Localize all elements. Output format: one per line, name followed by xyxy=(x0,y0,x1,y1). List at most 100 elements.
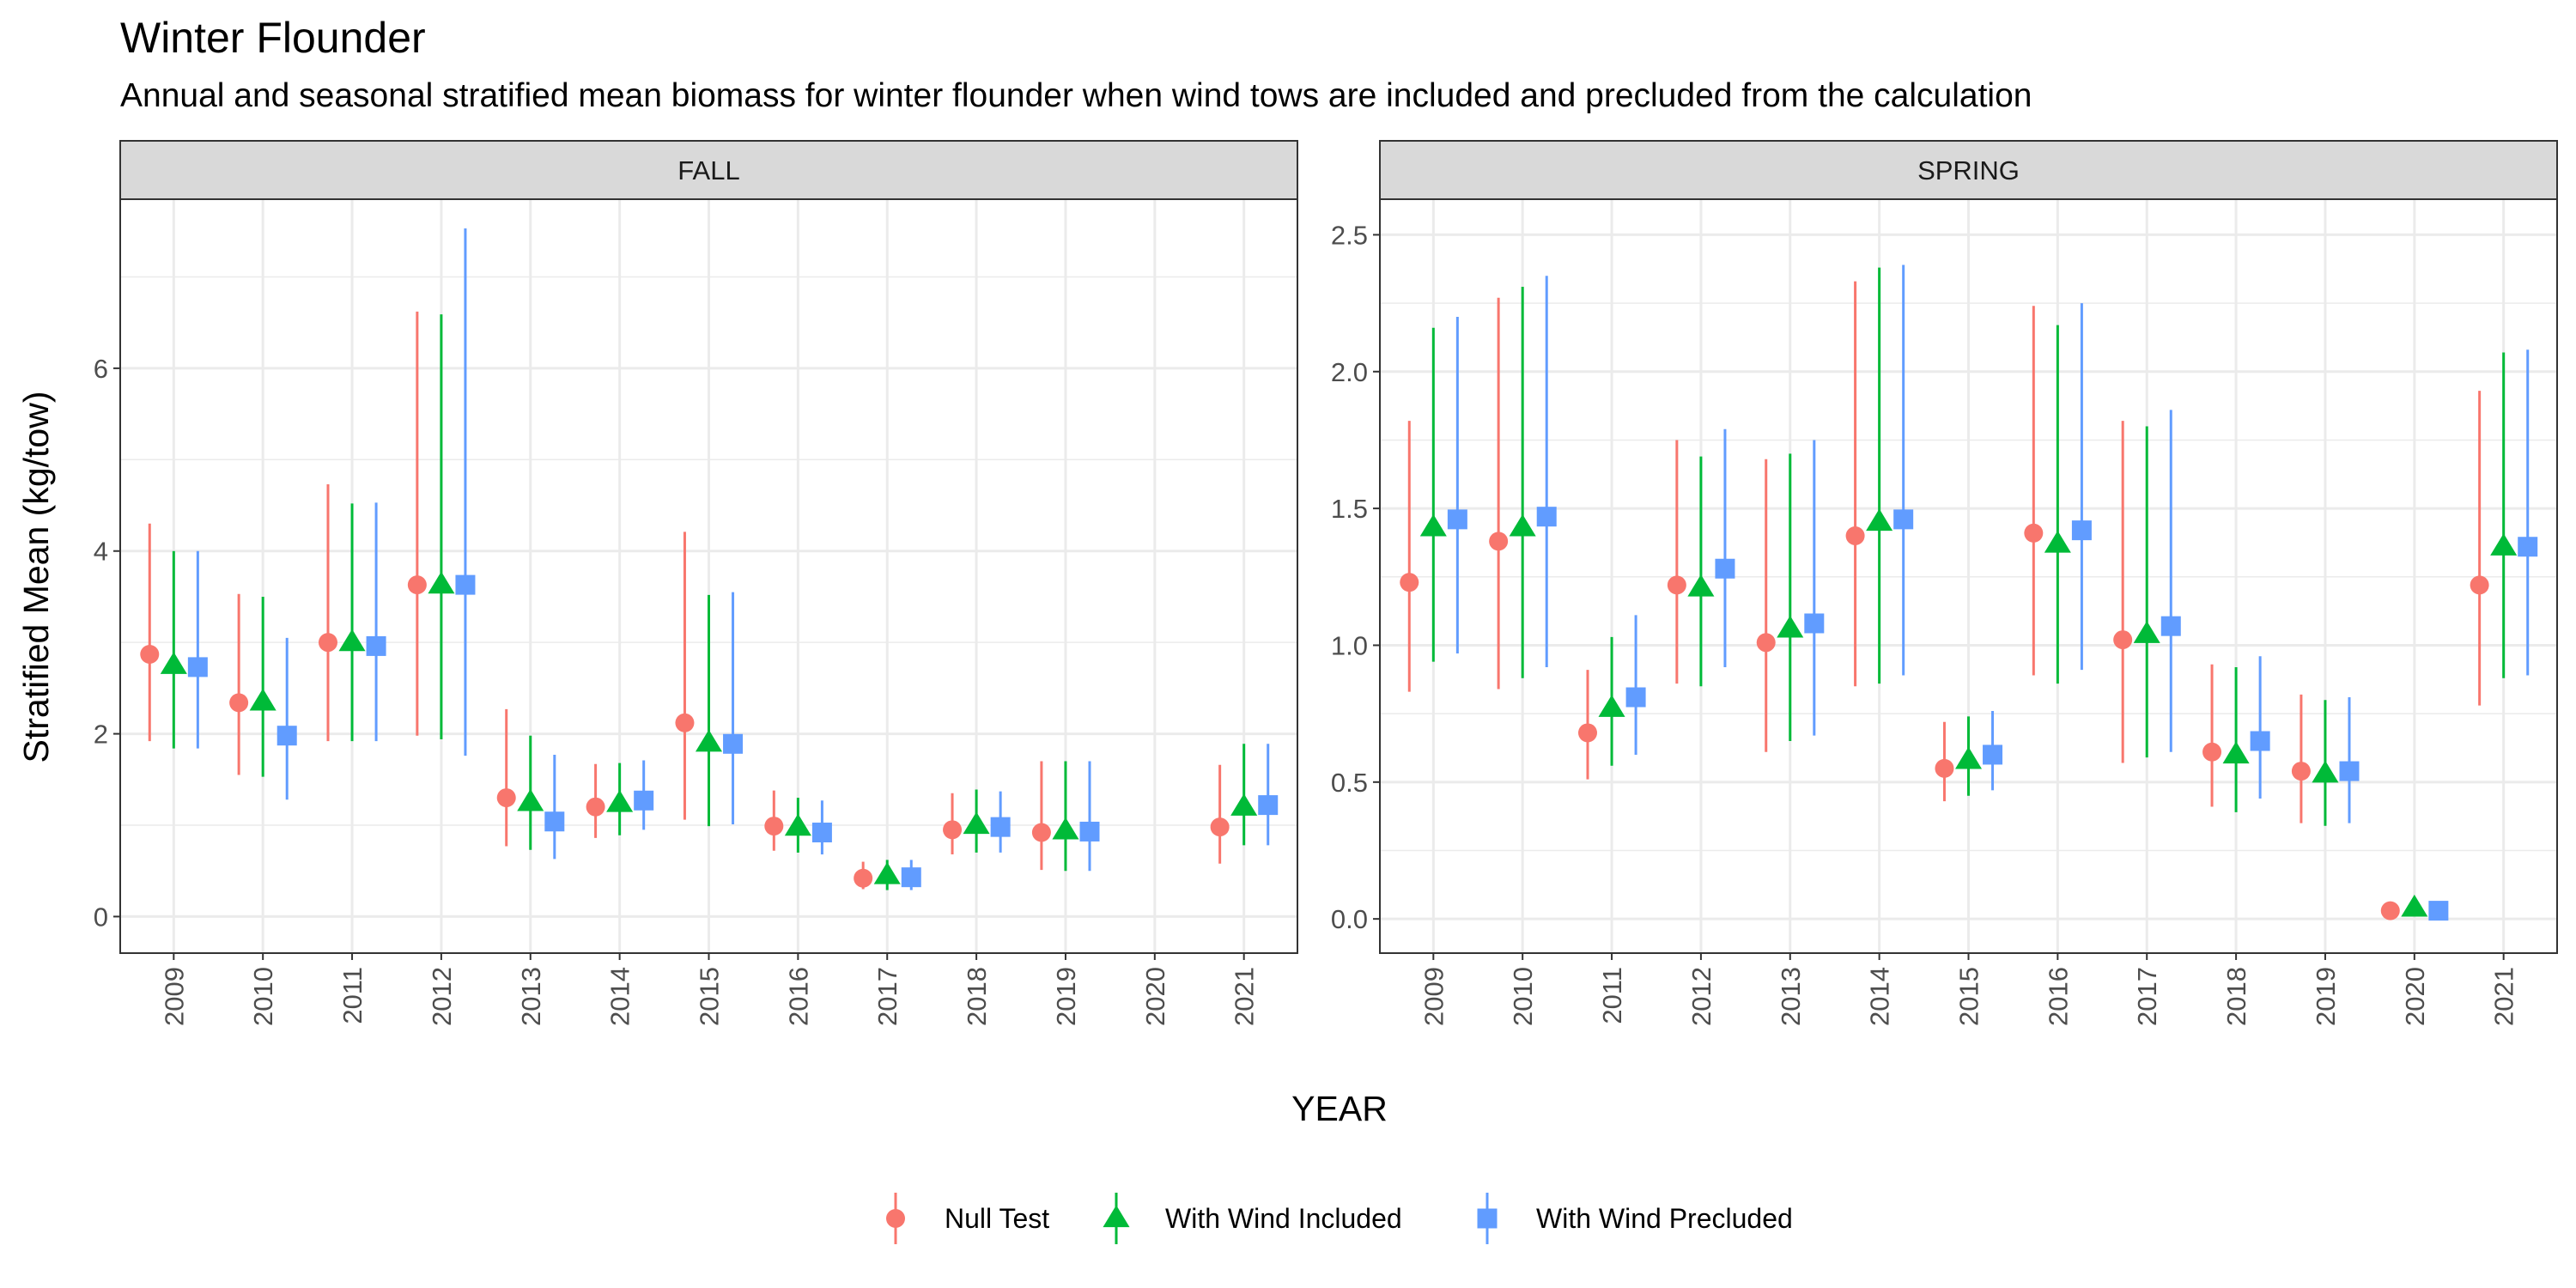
data-point xyxy=(943,820,963,840)
x-tick-label: 2009 xyxy=(1419,967,1449,1026)
data-point xyxy=(249,688,276,711)
facet-panels: FALL 0 2 4 6 2009 2010 2011 2012 2013 2014 2015 2016… xyxy=(94,140,2558,1026)
chart-subtitle: Annual and seasonal stratified mean biom… xyxy=(120,77,2032,114)
y-tick-label: 2 xyxy=(94,720,108,750)
data-point xyxy=(2250,731,2270,751)
facet-strip-label: SPRING xyxy=(1917,155,2020,185)
facet-strip xyxy=(119,140,1298,200)
data-point xyxy=(2312,760,2339,783)
x-tick-label: 2015 xyxy=(695,967,725,1026)
data-point xyxy=(901,867,921,888)
data-point xyxy=(990,817,1011,837)
legend: Null Test With Wind Included With Wind Pre… xyxy=(886,1193,1793,1244)
data-point xyxy=(428,571,455,594)
legend-item-with-wind-included: With Wind Included xyxy=(1103,1193,1402,1244)
y-tick-label: 1.5 xyxy=(1331,494,1368,524)
data-point xyxy=(276,726,297,746)
x-tick-label: 2020 xyxy=(1140,967,1170,1026)
x-tick-label: 2011 xyxy=(337,967,368,1024)
data-point xyxy=(1536,507,1557,527)
x-tick-label: 2013 xyxy=(1776,967,1806,1026)
series-markers-null-test xyxy=(140,575,1230,888)
data-point xyxy=(963,811,990,835)
data-point xyxy=(723,733,744,754)
x-tick-label: 2021 xyxy=(1230,967,1260,1026)
data-point xyxy=(1031,823,1051,842)
legend-item-with-wind-precluded: With Wind Precluded xyxy=(1477,1193,1793,1244)
x-axis-title: YEAR xyxy=(1291,1089,1388,1128)
data-point xyxy=(1400,573,1419,592)
y-tick-label: 2.0 xyxy=(1331,357,1368,387)
data-point xyxy=(1258,795,1279,816)
data-point xyxy=(407,575,427,595)
series-markers-null-test xyxy=(1400,523,2489,920)
data-point xyxy=(1845,526,1865,545)
x-tick-label: 2010 xyxy=(1508,967,1538,1026)
data-point xyxy=(784,813,811,836)
data-point xyxy=(2291,762,2311,781)
data-point xyxy=(1935,758,1954,778)
data-point xyxy=(634,790,654,811)
x-tick-label: 2021 xyxy=(2489,967,2519,1026)
y-tick-label: 0.0 xyxy=(1331,904,1368,934)
series-markers-with-wind-precluded xyxy=(1447,507,2538,921)
data-point xyxy=(873,862,901,884)
data-point xyxy=(455,574,476,595)
data-point xyxy=(2518,537,2538,557)
x-tick-label: 2012 xyxy=(1686,967,1716,1026)
y-tick-label: 0.5 xyxy=(1331,768,1368,798)
chart-title: Winter Flounder xyxy=(120,14,426,62)
data-point xyxy=(586,797,605,817)
legend-item-null-test: Null Test xyxy=(886,1193,1049,1244)
data-point xyxy=(2160,616,2181,636)
data-point xyxy=(2071,520,2092,541)
data-point xyxy=(2202,742,2222,762)
legend-key-square xyxy=(1477,1208,1498,1229)
legend-key-triangle xyxy=(1103,1205,1130,1228)
data-point xyxy=(2401,894,2428,917)
legend-key-circle xyxy=(886,1209,905,1228)
x-tick-label: 2012 xyxy=(427,967,457,1026)
facet-strip-label: FALL xyxy=(677,155,739,185)
series-markers-with-wind-included xyxy=(160,571,1258,884)
data-point xyxy=(1954,746,1983,769)
data-point xyxy=(2380,901,2400,920)
data-point xyxy=(366,635,386,656)
x-tick-label: 2011 xyxy=(1597,967,1627,1024)
data-point xyxy=(1756,633,1776,653)
data-point xyxy=(1509,513,1536,537)
series-with-wind-precluded xyxy=(196,228,1270,890)
y-tick-label: 0 xyxy=(94,902,108,932)
y-tick-label: 1.0 xyxy=(1331,630,1368,660)
x-tick-label: 2019 xyxy=(1051,967,1081,1026)
x-tick-label: 2019 xyxy=(2311,967,2341,1026)
x-tick-label: 2020 xyxy=(2400,967,2430,1026)
data-point xyxy=(1578,723,1598,743)
data-point xyxy=(1419,513,1447,537)
x-tick-label: 2017 xyxy=(2132,967,2162,1026)
data-point xyxy=(675,713,695,732)
data-point xyxy=(2133,621,2160,643)
y-axis-title: Stratified Mean (kg/tow) xyxy=(16,392,56,763)
data-point xyxy=(2470,575,2489,595)
x-tick-label: 2014 xyxy=(605,967,635,1026)
series-with-wind-precluded xyxy=(1455,264,2530,823)
x-tick-label: 2016 xyxy=(2043,967,2073,1026)
data-point xyxy=(2113,630,2133,650)
data-point xyxy=(2044,531,2071,553)
data-point xyxy=(229,693,249,713)
data-point xyxy=(1804,613,1825,634)
x-tick-label: 2009 xyxy=(159,967,189,1026)
data-point xyxy=(160,652,187,674)
legend-label: With Wind Precluded xyxy=(1536,1203,1793,1234)
x-tick-label: 2016 xyxy=(783,967,813,1026)
data-point xyxy=(1079,821,1100,841)
data-point xyxy=(517,788,544,811)
series-null-test xyxy=(1407,281,2482,823)
data-point xyxy=(2339,761,2360,781)
facet-strip xyxy=(1379,140,2558,200)
y-tick-label: 2.5 xyxy=(1331,220,1368,250)
data-point xyxy=(2490,533,2518,556)
data-point xyxy=(1983,744,2003,765)
